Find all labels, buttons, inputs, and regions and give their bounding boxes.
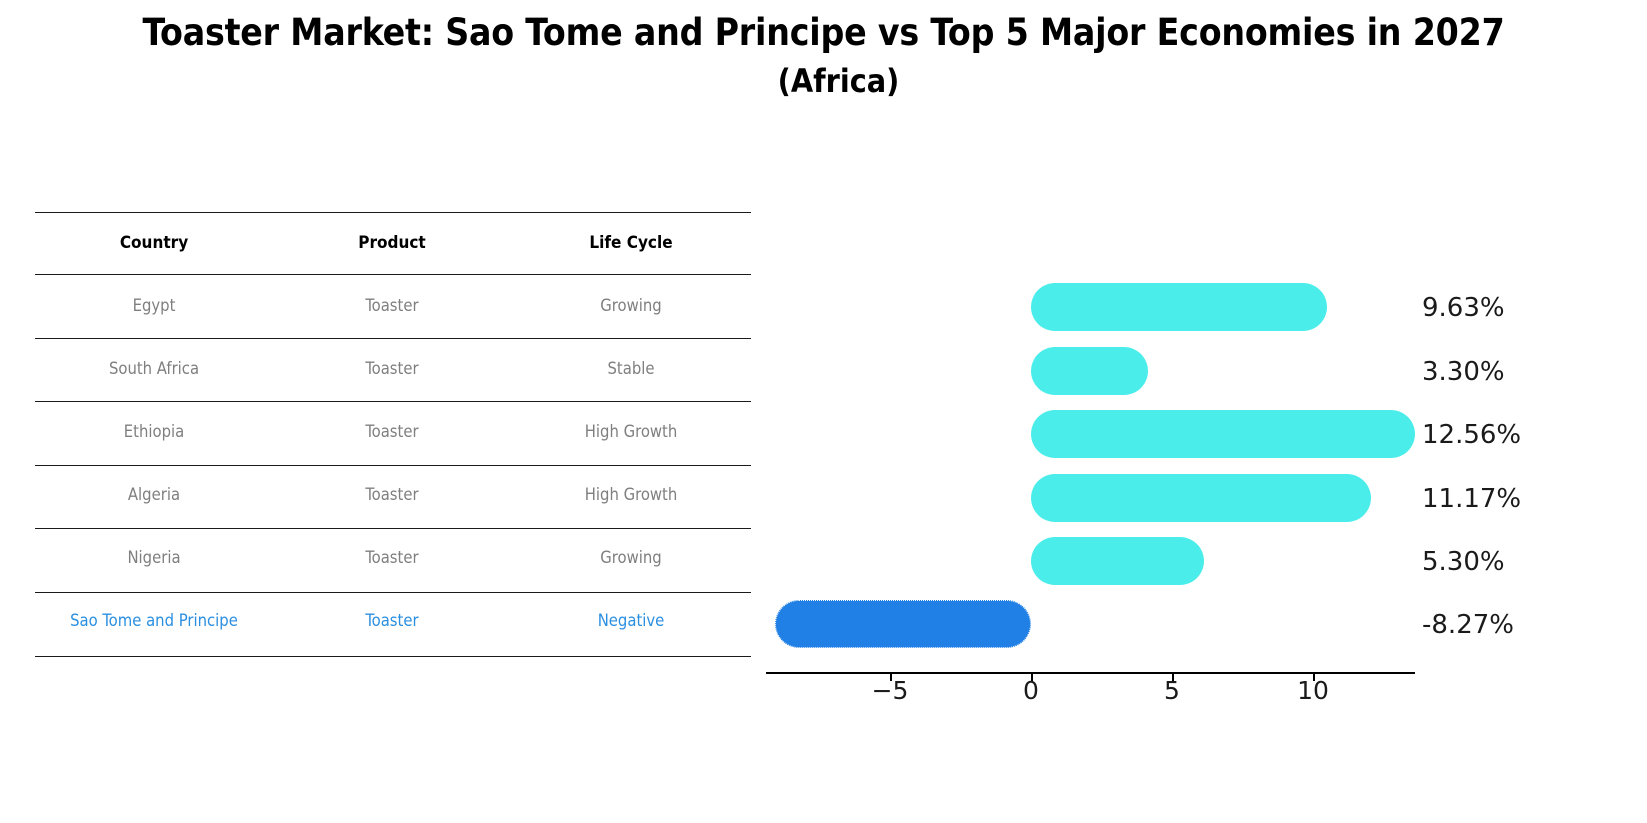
cell-product: Toaster bbox=[365, 422, 419, 441]
cell-country: South Africa bbox=[108, 359, 200, 378]
cell-product: Toaster bbox=[365, 548, 419, 567]
cell-life-cycle: High Growth bbox=[584, 422, 678, 441]
value-label-nigeria: 5.30% bbox=[1422, 547, 1505, 577]
cell-country: Nigeria bbox=[127, 548, 181, 567]
cell-product: Toaster bbox=[365, 359, 419, 378]
table-row: Egypt Toaster Growing bbox=[35, 274, 751, 337]
x-axis-tick-label: 10 bbox=[1297, 676, 1329, 705]
value-label-ethiopia: 12.56% bbox=[1422, 420, 1522, 450]
cell-life-cycle: High Growth bbox=[584, 485, 678, 504]
cell-product: Toaster bbox=[365, 485, 419, 504]
cell-product: Toaster bbox=[365, 296, 419, 315]
x-axis-line bbox=[766, 672, 1415, 674]
cell-life-cycle: Growing bbox=[600, 296, 662, 315]
cell-life-cycle: Stable bbox=[607, 359, 655, 378]
page-title: Toaster Market: Sao Tome and Principe vs… bbox=[142, 11, 1505, 54]
cell-life-cycle: Growing bbox=[600, 548, 662, 567]
column-header-life-cycle: Life Cycle bbox=[589, 233, 673, 253]
table-rule-top bbox=[35, 212, 751, 213]
table-row: Ethiopia Toaster High Growth bbox=[35, 400, 751, 463]
bar-ethiopia bbox=[1031, 410, 1415, 458]
cell-country: Sao Tome and Principe bbox=[70, 611, 238, 630]
cell-product: Toaster bbox=[365, 611, 419, 630]
column-header-product: Product bbox=[358, 233, 426, 253]
table-rule-bottom bbox=[35, 656, 751, 657]
cell-country: Algeria bbox=[127, 485, 181, 504]
x-axis-tick-label: 0 bbox=[1023, 676, 1039, 705]
cell-life-cycle: Negative bbox=[597, 611, 665, 630]
cell-country: Egypt bbox=[132, 296, 176, 315]
value-label-sao-tome-and-principe: -8.27% bbox=[1422, 610, 1514, 640]
bar-egypt bbox=[1031, 283, 1327, 331]
x-axis-tick-label: −5 bbox=[871, 676, 909, 705]
column-header-country: Country bbox=[119, 233, 189, 253]
table-row: South Africa Toaster Stable bbox=[35, 337, 751, 400]
value-label-egypt: 9.63% bbox=[1422, 293, 1505, 323]
bar-sao-tome-and-principe bbox=[775, 600, 1031, 648]
x-axis-tick bbox=[1313, 672, 1315, 681]
cell-country: Ethiopia bbox=[123, 422, 185, 441]
table-rule bbox=[35, 338, 751, 339]
chart-title-block: Toaster Market: Sao Tome and Principe vs… bbox=[0, 8, 1647, 104]
table-row: Algeria Toaster High Growth bbox=[35, 463, 751, 526]
table-row-highlighted: Sao Tome and Principe Toaster Negative bbox=[35, 589, 751, 652]
value-label-algeria: 11.17% bbox=[1422, 484, 1522, 514]
bar-nigeria bbox=[1031, 537, 1204, 585]
country-matrix-table: Country Product Life Cycle Egypt Toaster… bbox=[35, 212, 751, 652]
bar-algeria bbox=[1031, 474, 1371, 522]
value-label-south-africa: 3.30% bbox=[1422, 357, 1505, 387]
bar-south-africa bbox=[1031, 347, 1148, 395]
table-rule bbox=[35, 401, 751, 402]
x-axis-tick bbox=[890, 672, 892, 681]
table-rule-header bbox=[35, 274, 751, 275]
table-rule bbox=[35, 528, 751, 529]
x-axis-tick bbox=[1031, 672, 1033, 681]
page-subtitle: (Africa) bbox=[777, 62, 900, 100]
table-row: Nigeria Toaster Growing bbox=[35, 526, 751, 589]
x-axis-tick bbox=[1172, 672, 1174, 681]
table-header-row: Country Product Life Cycle bbox=[35, 212, 751, 274]
x-axis-tick-label: 5 bbox=[1164, 676, 1180, 705]
table-rule bbox=[35, 592, 751, 593]
table-rule bbox=[35, 465, 751, 466]
